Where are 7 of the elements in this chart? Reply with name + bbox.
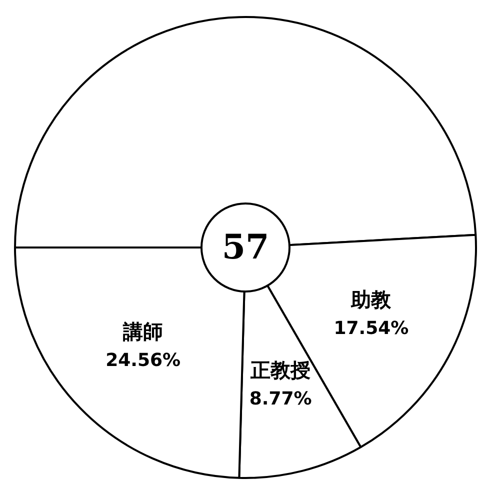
data-label: 8.77%: [249, 388, 312, 410]
data-label: 17.54%: [334, 318, 409, 340]
data-label: 24.56%: [106, 350, 181, 371]
slice-label: 講師: [122, 319, 164, 344]
text: 57: [222, 227, 270, 268]
slice-label: 助教: [350, 288, 392, 312]
slice-label: 正教授: [250, 358, 311, 382]
